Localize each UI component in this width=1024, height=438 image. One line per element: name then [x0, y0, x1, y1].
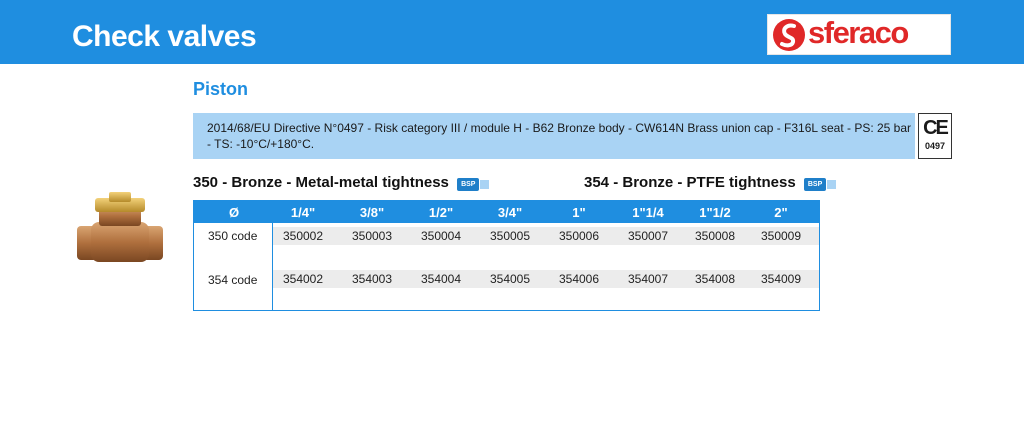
table-cell: 350003 — [351, 229, 393, 243]
table-cell: 350005 — [489, 229, 531, 243]
table-cell: 354008 — [694, 272, 736, 286]
ce-number: 0497 — [924, 141, 946, 151]
table-header-cell: 3/8" — [359, 205, 385, 220]
bsp-badge: BSP — [803, 178, 837, 191]
table-cell: 350007 — [627, 229, 669, 243]
table-header-cell: 1"1/2 — [699, 205, 731, 220]
ce-mark-icon: CE — [923, 117, 949, 139]
product-table: Ø 1/4" 3/8" 1/2" 3/4" 1" 1"1/4 1"1/2 2" … — [193, 200, 820, 311]
table-header-cell: 3/4" — [497, 205, 523, 220]
logo-text: sferaco — [808, 15, 909, 50]
table-cell: 354004 — [420, 272, 462, 286]
table-header-row: Ø 1/4" 3/8" 1/2" 3/4" 1" 1"1/4 1"1/2 2" — [194, 201, 819, 223]
table-cell: 350004 — [420, 229, 462, 243]
table-cell: 350006 — [558, 229, 600, 243]
table-cell: 354006 — [558, 272, 600, 286]
table-cell: 354005 — [489, 272, 531, 286]
table-row: 354002 354003 354004 354005 354006 35400… — [273, 270, 819, 288]
section-354-heading: 354 - Bronze - PTFE tightness BSP — [584, 173, 837, 192]
table-cell: 350008 — [694, 229, 736, 243]
bsp-badge: BSP — [457, 178, 491, 191]
brand-logo: sferaco — [767, 14, 951, 55]
table-cell: 354003 — [351, 272, 393, 286]
table-header-cell: 1/2" — [428, 205, 454, 220]
section-354-title: 354 - Bronze - PTFE tightness — [584, 174, 796, 191]
table-row-label: 354 code — [194, 267, 273, 311]
product-image — [75, 190, 165, 270]
table-header-cell: 2" — [774, 205, 788, 220]
header-bar: Check valves sferaco — [0, 0, 1024, 64]
table-row: 350002 350003 350004 350005 350006 35000… — [273, 227, 819, 245]
table-cell: 354002 — [282, 272, 324, 286]
table-row-label: 350 code — [194, 223, 273, 267]
table-header-cell: 1" — [572, 205, 586, 220]
ce-marking: CE 0497 — [918, 113, 952, 159]
logo-swirl-icon — [773, 19, 805, 51]
section-subtitle: Piston — [193, 79, 249, 99]
description-box: 2014/68/EU Directive N°0497 - Risk categ… — [193, 113, 915, 159]
row-label-text: 354 code — [208, 273, 258, 287]
row-label-text: 350 code — [208, 229, 258, 243]
table-cell: 354007 — [627, 272, 669, 286]
page-title: Check valves — [72, 20, 257, 53]
table-header-cell: 1"1/4 — [632, 205, 664, 220]
section-350-heading: 350 - Bronze - Metal-metal tightness BSP — [193, 173, 491, 192]
table-cell: 350009 — [760, 229, 802, 243]
table-header-cell: Ø — [228, 205, 240, 220]
table-cell: 354009 — [760, 272, 802, 286]
section-350-title: 350 - Bronze - Metal-metal tightness — [193, 174, 449, 191]
table-cell: 350002 — [282, 229, 324, 243]
table-header-cell: 1/4" — [290, 205, 316, 220]
